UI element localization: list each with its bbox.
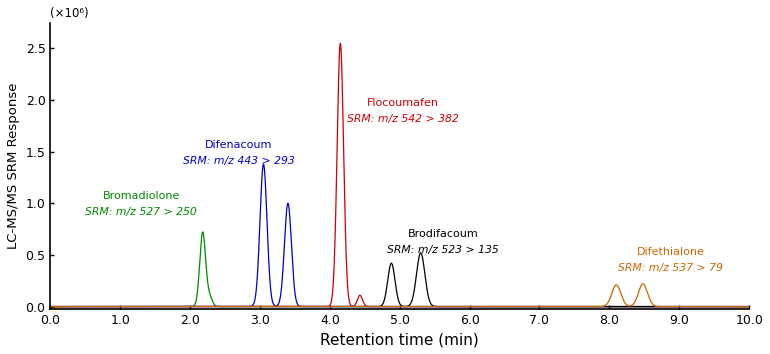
Text: (×10⁶): (×10⁶) xyxy=(50,7,89,20)
Text: Difenacoum: Difenacoum xyxy=(206,139,273,150)
Text: Difethialone: Difethialone xyxy=(637,247,705,257)
Y-axis label: LC-MS/MS SRM Response: LC-MS/MS SRM Response xyxy=(7,82,20,249)
Text: Bromadiolone: Bromadiolone xyxy=(102,191,180,201)
Text: Brodifacoum: Brodifacoum xyxy=(407,229,478,239)
X-axis label: Retention time (min): Retention time (min) xyxy=(320,332,479,347)
Text: SRM: m/z 537 > 79: SRM: m/z 537 > 79 xyxy=(618,263,723,273)
Text: SRM: m/z 527 > 250: SRM: m/z 527 > 250 xyxy=(85,207,197,217)
Text: SRM: m/z 443 > 293: SRM: m/z 443 > 293 xyxy=(183,156,295,166)
Text: Flocoumafen: Flocoumafen xyxy=(367,98,439,108)
Text: SRM: m/z 542 > 382: SRM: m/z 542 > 382 xyxy=(347,114,459,124)
Text: SRM: m/z 523 > 135: SRM: m/z 523 > 135 xyxy=(387,245,499,256)
